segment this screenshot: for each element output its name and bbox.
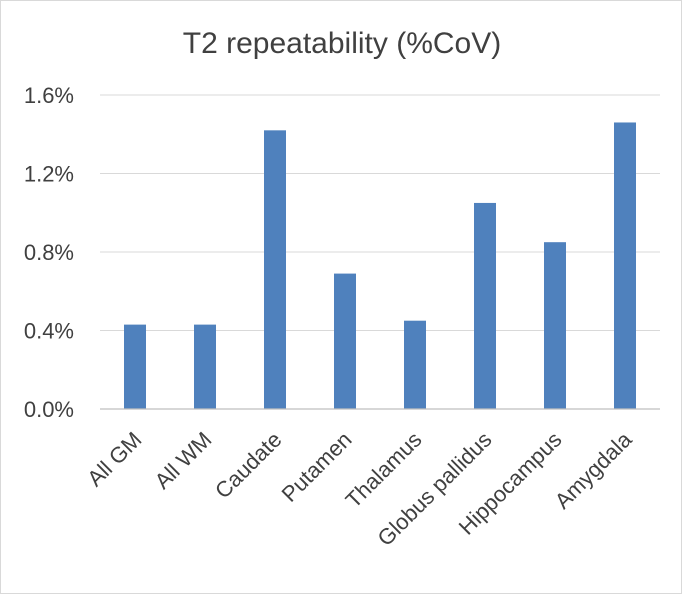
- y-tick-label: 1.6%: [24, 83, 74, 108]
- bar-putamen: [334, 273, 356, 409]
- chart-title: T2 repeatability (%CoV): [183, 27, 501, 60]
- x-tick-label: Amygdala: [550, 426, 637, 513]
- y-tick-label: 0.8%: [24, 240, 74, 265]
- bar-amygdala: [614, 122, 636, 409]
- bar-all-wm: [194, 324, 216, 409]
- bars: [124, 122, 636, 409]
- x-tick-label: Caudate: [210, 427, 287, 504]
- y-tick-label: 0.0%: [24, 397, 74, 422]
- y-axis-ticks: 0.0% 0.4% 0.8% 1.2% 1.6%: [24, 83, 74, 422]
- bar-globus-pallidus: [474, 202, 496, 409]
- y-tick-label: 1.2%: [24, 162, 74, 187]
- y-tick-label: 0.4%: [24, 319, 74, 344]
- bar-all-gm: [124, 324, 146, 409]
- gridlines: [100, 94, 660, 331]
- bar-thalamus: [404, 320, 426, 409]
- bar-caudate: [264, 130, 286, 409]
- bar-hippocampus: [544, 242, 566, 409]
- x-tick-label: All GM: [82, 427, 146, 491]
- x-axis-labels: All GM All WMCaudatePutamenThalamusGlobus…: [82, 426, 637, 551]
- x-tick-label: All WM: [150, 427, 217, 494]
